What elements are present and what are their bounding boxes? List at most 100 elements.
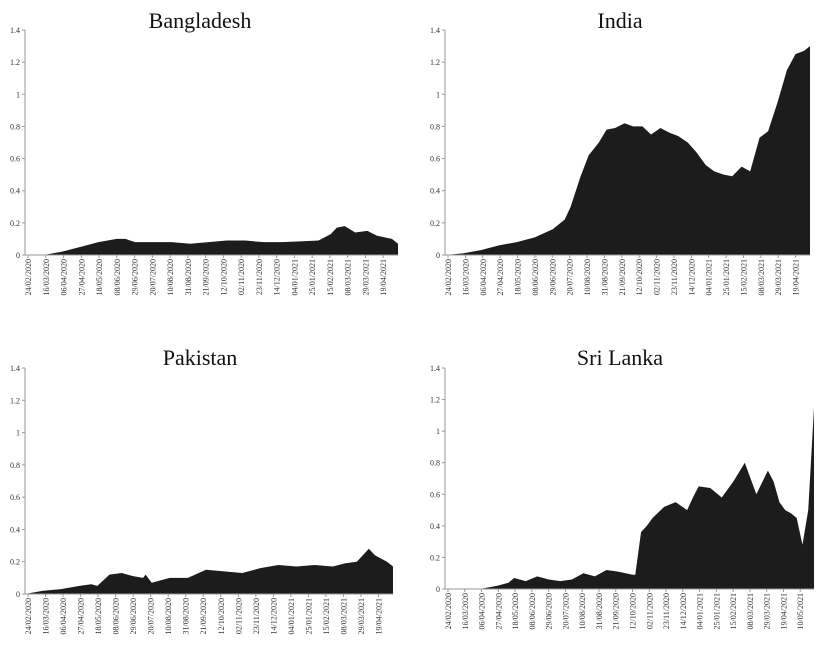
chart-2-ytick-label: 0.4: [430, 187, 440, 196]
chart-3-ytick-label: 0.2: [10, 558, 20, 567]
chart-4-ytick-label: 0.6: [430, 490, 440, 499]
chart-1-ytick-label: 1.4: [10, 26, 20, 35]
chart-3-xtick-label: 02/11/2020: [234, 598, 243, 634]
chart-1-ytick-label: 0.4: [10, 187, 20, 196]
chart-3-xtick-label: 18/05/2020: [94, 598, 103, 634]
chart-2-ytick-label: 0.6: [430, 155, 440, 164]
chart-2-ytick-label: 0.2: [430, 219, 440, 228]
chart-1-xtick-label: 20/07/2020: [148, 259, 157, 295]
chart-1-xtick-label: 21/09/2020: [202, 259, 211, 295]
chart-4-ytick-label: 0.4: [430, 522, 440, 531]
chart-4-xtick-label: 14/12/2020: [679, 593, 688, 629]
chart-2-xtick-label: 20/07/2020: [566, 259, 575, 295]
chart-4-xtick-label: 16/03/2020: [461, 593, 470, 629]
chart-1-xtick-label: 10/08/2020: [166, 259, 175, 295]
chart-2-xtick-label: 21/09/2020: [618, 259, 627, 295]
chart-2-area-series: [445, 46, 810, 255]
chart-3-xtick-label: 06/04/2020: [59, 598, 68, 634]
chart-2-xtick-label: 19/04/2021: [792, 259, 801, 295]
chart-2-xtick-label: 18/05/2020: [514, 259, 523, 295]
chart-3-xtick-label: 04/01/2021: [287, 598, 296, 634]
chart-4-title: Sri Lanka: [577, 345, 663, 370]
chart-4-xtick-label: 04/01/2021: [696, 593, 705, 629]
chart-3-xtick-label: 21/09/2020: [199, 598, 208, 634]
chart-1-xtick-label: 31/08/2020: [184, 259, 193, 295]
chart-4-xtick-label: 08/06/2020: [528, 593, 537, 629]
chart-1-xtick-label: 15/02/2021: [326, 259, 335, 295]
chart-2-xtick-label: 14/12/2020: [687, 259, 696, 295]
chart-1-xtick-label: 24/02/2020: [24, 259, 33, 295]
chart-3-xtick-label: 20/07/2020: [147, 598, 156, 634]
chart-1-ytick-label: 0: [16, 251, 20, 260]
chart-1-xtick-label: 19/04/2021: [379, 259, 388, 295]
chart-2-xtick-label: 08/06/2020: [531, 259, 540, 295]
chart-2-ytick-label: 1.4: [430, 26, 440, 35]
chart-1-xtick-label: 29/03/2021: [361, 259, 370, 295]
chart-3-xtick-label: 19/04/2021: [374, 598, 383, 634]
chart-4-xtick-label: 12/10/2020: [629, 593, 638, 629]
chart-1-xtick-label: 12/10/2020: [219, 259, 228, 295]
chart-4-xtick-label: 21/09/2020: [612, 593, 621, 629]
chart-4-xtick-label: 02/11/2020: [645, 593, 654, 629]
chart-1-xtick-label: 29/06/2020: [131, 259, 140, 295]
chart-4-xtick-label: 24/02/2020: [444, 593, 453, 629]
chart-4-ytick-label: 0: [436, 585, 440, 594]
chart-2-xtick-label: 02/11/2020: [653, 259, 662, 295]
chart-2-xtick-label: 12/10/2020: [635, 259, 644, 295]
chart-4-xtick-label: 19/04/2021: [779, 593, 788, 629]
chart-4-ytick-label: 1.2: [430, 396, 440, 405]
chart-4-xtick-label: 29/03/2021: [763, 593, 772, 629]
chart-1-xtick-label: 23/11/2020: [255, 259, 264, 295]
chart-1-xtick-label: 25/01/2021: [308, 259, 317, 295]
chart-3-xtick-label: 29/03/2021: [357, 598, 366, 634]
chart-4-area-series: [445, 407, 814, 589]
chart-3-xtick-label: 16/03/2020: [42, 598, 51, 634]
chart-3-xtick-label: 08/06/2020: [112, 598, 121, 634]
chart-4-xtick-label: 15/02/2021: [729, 593, 738, 629]
chart-1-xtick-label: 02/11/2020: [237, 259, 246, 295]
chart-2-xtick-label: 04/01/2021: [705, 259, 714, 295]
chart-1-title: Bangladesh: [149, 8, 252, 33]
chart-1-xtick-label: 04/01/2021: [290, 259, 299, 295]
chart-3-ytick-label: 1.4: [10, 364, 20, 373]
chart-3-ytick-label: 1.2: [10, 396, 20, 405]
chart-3-ytick-label: 0: [16, 590, 20, 599]
chart-2-xtick-label: 29/03/2021: [774, 259, 783, 295]
chart-2-xtick-label: 27/04/2020: [496, 259, 505, 295]
chart-1-xtick-label: 27/04/2020: [77, 259, 86, 295]
chart-2-xtick-label: 23/11/2020: [670, 259, 679, 295]
chart-4-ytick-label: 0.8: [430, 459, 440, 468]
chart-4-xtick-label: 27/04/2020: [494, 593, 503, 629]
chart-1-ytick-label: 0.8: [10, 122, 20, 131]
chart-3-xtick-label: 25/01/2021: [304, 598, 313, 634]
chart-3-title: Pakistan: [163, 345, 238, 370]
chart-3-ytick-label: 0.6: [10, 493, 20, 502]
chart-1-xtick-label: 06/04/2020: [60, 259, 69, 295]
chart-3-xtick-label: 12/10/2020: [217, 598, 226, 634]
chart-1-ytick-label: 0.6: [10, 155, 20, 164]
chart-3-xtick-label: 15/02/2021: [322, 598, 331, 634]
chart-2-xtick-label: 08/03/2021: [757, 259, 766, 295]
chart-1-xtick-label: 08/06/2020: [113, 259, 122, 295]
chart-2-xtick-label: 31/08/2020: [600, 259, 609, 295]
chart-2-ytick-label: 1: [436, 90, 440, 99]
chart-3-ytick-label: 0.4: [10, 525, 20, 534]
chart-2-title: India: [597, 8, 642, 33]
chart-3-xtick-label: 08/03/2021: [339, 598, 348, 634]
chart-3-xtick-label: 24/02/2020: [24, 598, 33, 634]
chart-3-xtick-label: 29/06/2020: [129, 598, 138, 634]
chart-1-xtick-label: 08/03/2021: [344, 259, 353, 295]
chart-4-xtick-label: 31/08/2020: [595, 593, 604, 629]
chart-3-xtick-label: 27/04/2020: [77, 598, 86, 634]
chart-2-ytick-label: 1.2: [430, 58, 440, 67]
chart-2-xtick-label: 16/03/2020: [461, 259, 470, 295]
chart-4-xtick-label: 18/05/2020: [511, 593, 520, 629]
chart-4-xtick-label: 06/04/2020: [478, 593, 487, 629]
chart-3-ytick-label: 0.8: [10, 461, 20, 470]
chart-2-xtick-label: 25/01/2021: [722, 259, 731, 295]
chart-1-ytick-label: 1: [16, 90, 20, 99]
chart-2-ytick-label: 0: [436, 251, 440, 260]
chart-1-ytick-label: 0.2: [10, 219, 20, 228]
chart-2-xtick-label: 29/06/2020: [548, 259, 557, 295]
